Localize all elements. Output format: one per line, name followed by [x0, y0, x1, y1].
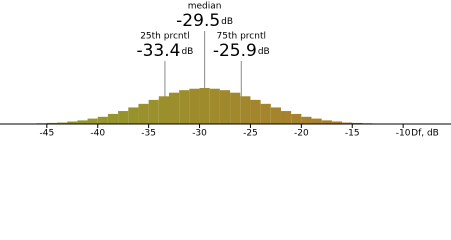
bar	[118, 111, 129, 124]
annotation-unit: dB	[258, 47, 270, 57]
bar	[342, 122, 353, 124]
x-tick-label: -25	[243, 129, 258, 139]
annotation-unit: dB	[181, 47, 193, 57]
bar	[199, 88, 210, 124]
bar	[311, 118, 322, 124]
x-axis-label: Df, dB	[411, 129, 439, 139]
bar	[46, 122, 58, 124]
bar	[250, 99, 261, 124]
annotation-number: -33.4	[136, 41, 180, 61]
x-tick-label: -45	[39, 129, 54, 139]
bar	[280, 111, 292, 124]
x-tick-label: -10	[396, 129, 411, 139]
x-tick-label: -35	[141, 129, 156, 139]
chart: Df, dB -45 -40 -35 -30 -25 -20 -15 -10 median-29…	[0, 2, 451, 139]
annotation-label: 25th prcntl	[140, 32, 189, 42]
bar	[291, 113, 302, 124]
bar	[87, 118, 98, 124]
bar	[270, 107, 281, 124]
bar	[260, 103, 271, 124]
bar	[57, 122, 68, 124]
bar	[301, 116, 312, 124]
annotation-label: median	[188, 2, 222, 12]
annotation-number: -29.5	[176, 11, 220, 31]
bar	[189, 88, 200, 124]
bar	[230, 92, 241, 124]
bar	[219, 90, 231, 124]
x-tick-label: -30	[192, 129, 207, 139]
bar	[148, 99, 159, 124]
bar	[321, 120, 332, 124]
x-tick-label: -40	[90, 129, 105, 139]
x-tick-label: -20	[294, 129, 309, 139]
bar	[138, 103, 149, 124]
annotation-unit: dB	[221, 17, 233, 27]
annotation-value: -29.5dB	[176, 11, 233, 31]
annotation-value: -33.4dB	[136, 41, 193, 61]
bar	[97, 116, 108, 124]
bar	[209, 88, 220, 124]
bar	[128, 107, 139, 124]
x-tick-label: -15	[345, 129, 360, 139]
bar	[77, 120, 88, 124]
bar	[67, 121, 78, 124]
bar	[158, 96, 169, 124]
bar	[168, 92, 180, 124]
bar	[331, 121, 343, 124]
annotation-label: 75th prcntl	[217, 32, 266, 42]
bar	[352, 122, 363, 124]
bar	[240, 96, 251, 124]
bar	[179, 90, 190, 124]
annotation-number: -25.9	[213, 41, 257, 61]
bar	[107, 113, 119, 124]
annotation-value: -25.9dB	[213, 41, 270, 61]
